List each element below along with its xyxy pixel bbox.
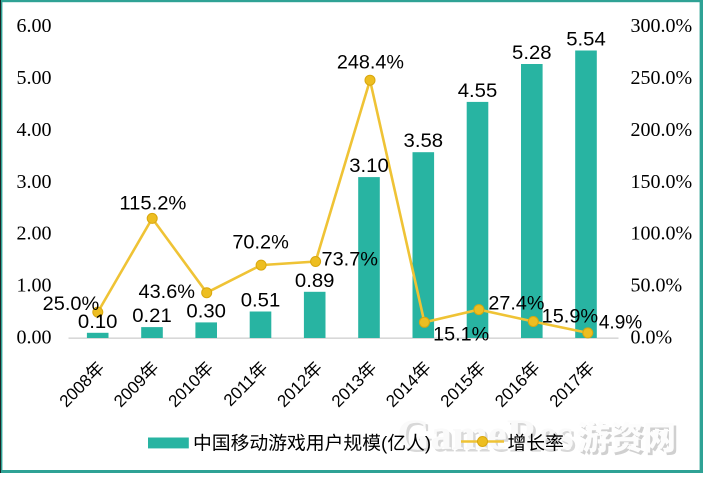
svg-text:GameRes: GameRes bbox=[400, 415, 577, 462]
svg-text:3.10: 3.10 bbox=[349, 156, 389, 177]
svg-text:(: ( bbox=[381, 433, 388, 454]
svg-text:6.00: 6.00 bbox=[17, 15, 52, 37]
svg-text:27.4%: 27.4% bbox=[488, 293, 544, 314]
svg-text:50.0%: 50.0% bbox=[631, 275, 683, 297]
svg-text:4.9%: 4.9% bbox=[599, 313, 642, 334]
svg-text:): ) bbox=[425, 433, 431, 454]
svg-text:3.58: 3.58 bbox=[404, 131, 444, 152]
svg-text:0.21: 0.21 bbox=[132, 306, 172, 327]
svg-text:3.00: 3.00 bbox=[17, 171, 52, 193]
svg-text:70.2%: 70.2% bbox=[232, 232, 289, 253]
svg-text:300.0%: 300.0% bbox=[631, 15, 693, 37]
svg-text:15.1%: 15.1% bbox=[433, 325, 489, 346]
svg-text:248.4%: 248.4% bbox=[337, 53, 404, 74]
svg-text:100.0%: 100.0% bbox=[631, 223, 693, 245]
svg-text:25.0%: 25.0% bbox=[43, 294, 100, 315]
svg-text:0.51: 0.51 bbox=[241, 291, 281, 312]
svg-text:4.55: 4.55 bbox=[458, 81, 498, 102]
svg-text:0.10: 0.10 bbox=[78, 312, 118, 333]
svg-text:0.00: 0.00 bbox=[17, 327, 52, 349]
svg-text:0.0%: 0.0% bbox=[631, 327, 673, 349]
svg-text:73.7%: 73.7% bbox=[322, 250, 379, 271]
svg-text:GameRes: GameRes bbox=[397, 412, 574, 459]
svg-text:200.0%: 200.0% bbox=[631, 119, 693, 141]
svg-text:115.2%: 115.2% bbox=[119, 194, 186, 215]
svg-text:5.54: 5.54 bbox=[566, 30, 606, 51]
svg-text:250.0%: 250.0% bbox=[631, 67, 693, 89]
svg-text:5.00: 5.00 bbox=[17, 67, 52, 89]
svg-text:1.00: 1.00 bbox=[17, 275, 52, 297]
svg-text:15.9%: 15.9% bbox=[542, 307, 599, 328]
svg-text:43.6%: 43.6% bbox=[139, 282, 196, 303]
svg-text:0.89: 0.89 bbox=[295, 271, 335, 292]
svg-text:4.00: 4.00 bbox=[17, 119, 52, 141]
svg-text:5.28: 5.28 bbox=[512, 43, 552, 64]
svg-text:150.0%: 150.0% bbox=[631, 171, 693, 193]
svg-text:0.30: 0.30 bbox=[186, 301, 226, 322]
svg-text:2.00: 2.00 bbox=[17, 223, 52, 245]
